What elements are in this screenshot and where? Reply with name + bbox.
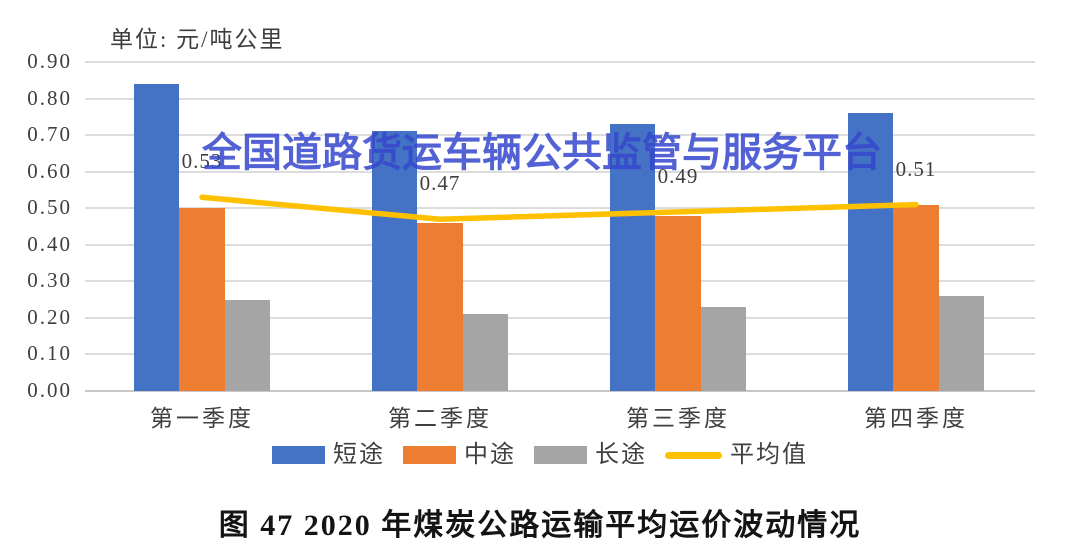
average-line [199, 194, 919, 222]
y-axis-tick-label: 0.80 [27, 85, 72, 110]
legend-label: 短途 [333, 442, 385, 468]
gridline [85, 243, 1035, 246]
y-axis-tick-label: 0.20 [27, 304, 72, 329]
y-axis-tick-label: 0.90 [27, 49, 72, 73]
gridline [85, 280, 1035, 283]
bar-短途-第四季度 [847, 113, 894, 391]
bar-长途-第一季度 [224, 299, 271, 391]
bar-长途-第四季度 [938, 295, 985, 391]
legend-line-swatch [665, 451, 722, 459]
bar-长途-第二季度 [462, 314, 509, 391]
x-axis-category-label: 第三季度 [626, 406, 730, 431]
y-axis-tick-label: 0.30 [27, 268, 72, 293]
x-axis-category-label: 第二季度 [388, 406, 492, 431]
bar-长途-第三季度 [700, 306, 747, 391]
legend-item-短途: 短途 [272, 442, 385, 468]
average-point-label: 0.49 [657, 163, 699, 188]
legend-color-swatch [272, 446, 325, 464]
legend-color-swatch [403, 446, 456, 464]
bar-中途-第一季度 [179, 208, 225, 391]
x-axis-line [85, 390, 1035, 392]
x-axis-category-label: 第四季度 [864, 406, 968, 431]
bar-短途-第一季度 [133, 83, 180, 391]
average-point-label: 0.51 [895, 156, 937, 181]
bar-中途-第四季度 [893, 204, 939, 391]
average-point-label: 0.47 [419, 171, 461, 196]
chart-legend: 短途 中途 长途 平均值 [0, 442, 1080, 468]
x-axis-category-label: 第一季度 [150, 406, 254, 431]
figure-caption: 图 47 2020 年煤炭公路运输平均运价波动情况 [218, 509, 862, 542]
gridline [85, 134, 1035, 137]
legend-label: 中途 [464, 442, 516, 468]
bar-中途-第二季度 [417, 222, 463, 391]
legend-item-长途: 长途 [534, 442, 647, 468]
y-axis-tick-label: 0.40 [27, 231, 72, 256]
y-axis-tick-label: 0.70 [27, 122, 72, 147]
bar-短途-第二季度 [371, 131, 418, 391]
average-point-label: 0.53 [181, 149, 223, 174]
gridline [85, 97, 1035, 100]
gridline [85, 316, 1035, 319]
gridline [85, 207, 1035, 210]
y-axis-tick-label: 0.60 [27, 158, 72, 183]
y-axis-tick-label: 0.50 [27, 195, 72, 220]
gridline [85, 61, 1035, 63]
y-axis-tick-label: 0.00 [27, 378, 72, 402]
watermark-text: 全国道路货运车辆公共监管与服务平台 [202, 130, 882, 176]
gridline [85, 353, 1035, 356]
legend-label: 长途 [595, 442, 647, 468]
bar-中途-第三季度 [655, 215, 701, 391]
legend-label: 平均值 [730, 442, 808, 468]
y-axis-tick-label: 0.10 [27, 341, 72, 366]
unit-label: 单位: 元/吨公里 [110, 27, 285, 52]
legend-item-平均值: 平均值 [665, 442, 808, 468]
bar-短途-第三季度 [609, 124, 656, 391]
gridline [85, 170, 1035, 173]
legend-color-swatch [534, 446, 587, 464]
legend-item-中途: 中途 [403, 442, 516, 468]
